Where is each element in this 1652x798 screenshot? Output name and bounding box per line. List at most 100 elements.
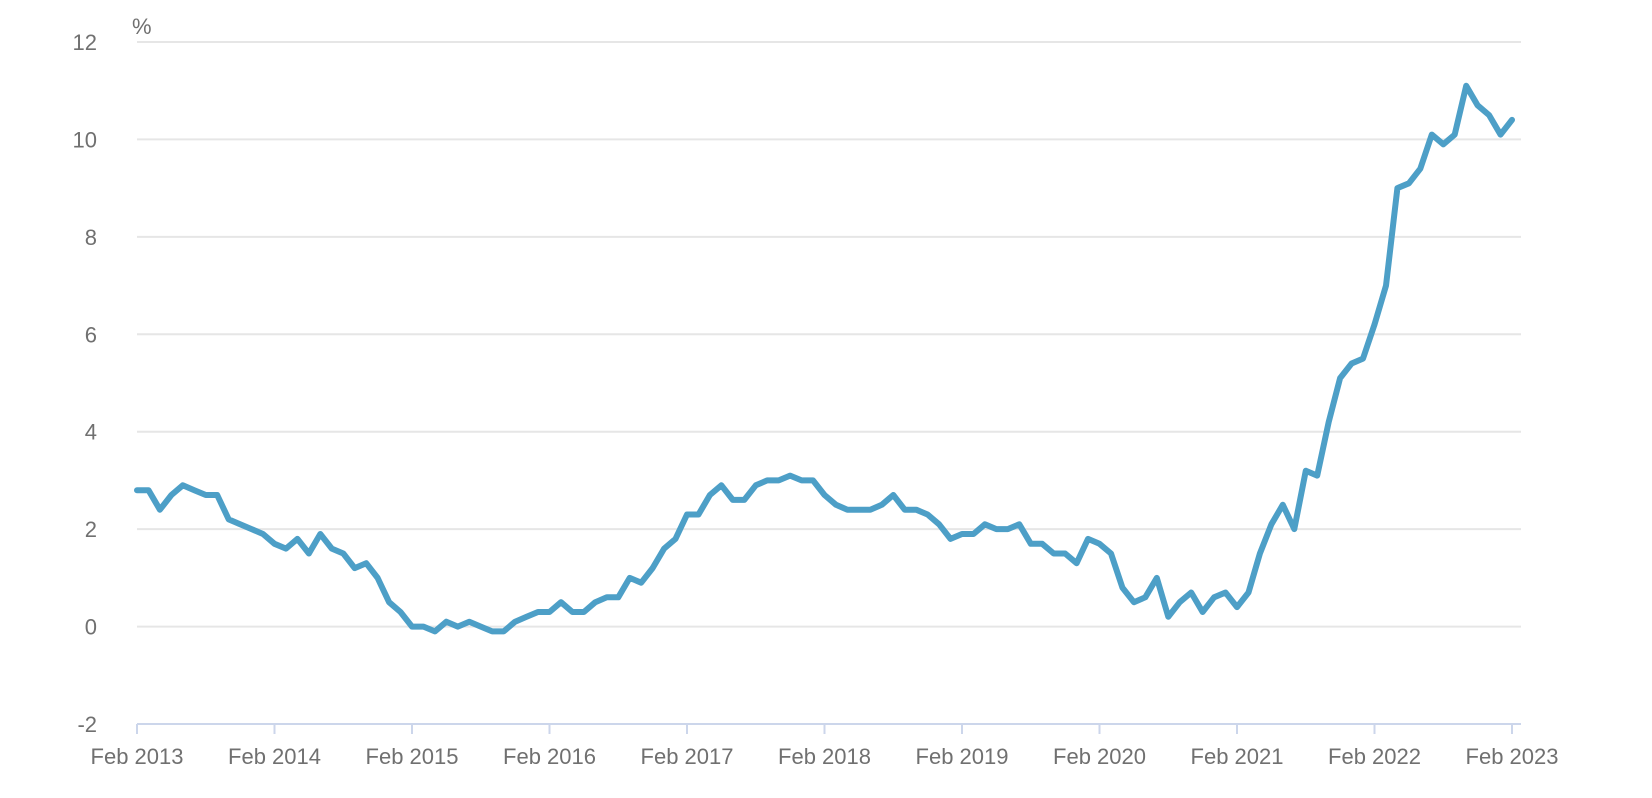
data-point xyxy=(1039,541,1045,547)
data-point xyxy=(352,565,358,571)
y-tick-label: 0 xyxy=(85,615,97,640)
x-tick-label: Feb 2013 xyxy=(91,744,184,769)
data-point xyxy=(1108,551,1114,557)
data-point xyxy=(547,609,553,615)
data-point xyxy=(1452,132,1458,138)
data-point xyxy=(1234,604,1240,610)
data-point xyxy=(822,492,828,498)
data-point xyxy=(753,482,759,488)
data-point xyxy=(948,536,954,542)
data-point xyxy=(1463,83,1469,89)
data-point xyxy=(1223,589,1229,595)
data-point xyxy=(1406,180,1412,186)
data-point xyxy=(993,526,999,532)
data-point xyxy=(455,624,461,630)
x-tick-label: Feb 2020 xyxy=(1053,744,1146,769)
data-point xyxy=(317,531,323,537)
data-point xyxy=(134,487,140,493)
data-point xyxy=(478,624,484,630)
y-tick-label: 8 xyxy=(85,225,97,250)
data-point xyxy=(214,492,220,498)
data-point xyxy=(1028,541,1034,547)
data-point xyxy=(489,628,495,634)
data-point xyxy=(970,531,976,537)
data-point xyxy=(707,492,713,498)
data-point xyxy=(799,477,805,483)
data-point xyxy=(1440,141,1446,147)
data-point xyxy=(879,502,885,508)
data-point xyxy=(890,492,896,498)
data-point xyxy=(1291,526,1297,532)
x-tick-label: Feb 2018 xyxy=(778,744,871,769)
data-point xyxy=(145,487,151,493)
x-tick-label: Feb 2022 xyxy=(1328,744,1421,769)
data-point xyxy=(363,560,369,566)
data-point xyxy=(1200,609,1206,615)
data-point xyxy=(1119,585,1125,591)
data-point xyxy=(569,609,575,615)
data-point xyxy=(959,531,965,537)
series-group xyxy=(134,82,1515,635)
data-point xyxy=(524,614,530,620)
data-point xyxy=(1383,283,1389,289)
y-axis-tick-labels: -2 0 2 4 6 8 10 12 xyxy=(73,30,97,737)
data-point xyxy=(1314,473,1320,479)
data-point xyxy=(340,551,346,557)
data-point xyxy=(272,541,278,547)
data-point xyxy=(249,526,255,532)
data-point xyxy=(329,546,335,552)
data-point xyxy=(604,594,610,600)
data-point xyxy=(581,609,587,615)
data-point xyxy=(627,575,633,581)
data-point xyxy=(1498,132,1504,138)
data-point xyxy=(226,516,232,522)
y-axis-unit-label: % xyxy=(132,14,152,39)
x-tick-label: Feb 2014 xyxy=(228,744,321,769)
data-point xyxy=(443,619,449,625)
data-point xyxy=(1165,614,1171,620)
data-point xyxy=(1509,117,1515,123)
data-point xyxy=(466,619,472,625)
data-point xyxy=(1085,536,1091,542)
data-point xyxy=(420,624,426,630)
data-point xyxy=(306,551,312,557)
data-point xyxy=(180,482,186,488)
x-axis-ticks: Feb 2013 Feb 2014 Feb 2015 Feb 2016 Feb 2017… xyxy=(91,724,1559,769)
data-point xyxy=(1280,502,1286,508)
data-point xyxy=(1005,526,1011,532)
data-point xyxy=(168,492,174,498)
data-point xyxy=(501,628,507,634)
y-tick-label: 4 xyxy=(85,420,97,445)
data-point xyxy=(1062,551,1068,557)
data-point xyxy=(1475,102,1481,108)
data-point xyxy=(375,575,381,581)
data-point xyxy=(925,512,931,518)
data-point xyxy=(592,599,598,605)
y-tick-label: -2 xyxy=(77,712,97,737)
y-tick-label: 6 xyxy=(85,322,97,347)
data-point xyxy=(936,521,942,527)
data-point xyxy=(650,565,656,571)
data-point xyxy=(1142,594,1148,600)
data-point xyxy=(695,512,701,518)
data-point xyxy=(913,507,919,513)
grid-lines xyxy=(137,41,1521,628)
x-tick-label: Feb 2016 xyxy=(503,744,596,769)
data-point xyxy=(730,497,736,503)
data-point xyxy=(157,507,163,513)
data-point xyxy=(1268,521,1274,527)
data-point xyxy=(1372,322,1378,328)
data-point xyxy=(982,521,988,527)
x-tick-label: Feb 2015 xyxy=(366,744,459,769)
data-point xyxy=(398,609,404,615)
data-point xyxy=(1245,589,1251,595)
data-point xyxy=(673,536,679,542)
data-point xyxy=(844,507,850,513)
data-point xyxy=(1097,541,1103,547)
x-tick-label: Feb 2023 xyxy=(1466,744,1559,769)
data-point xyxy=(1154,575,1160,581)
data-point xyxy=(810,477,816,483)
data-point xyxy=(764,477,770,483)
data-point xyxy=(512,619,518,625)
data-point xyxy=(1429,132,1435,138)
